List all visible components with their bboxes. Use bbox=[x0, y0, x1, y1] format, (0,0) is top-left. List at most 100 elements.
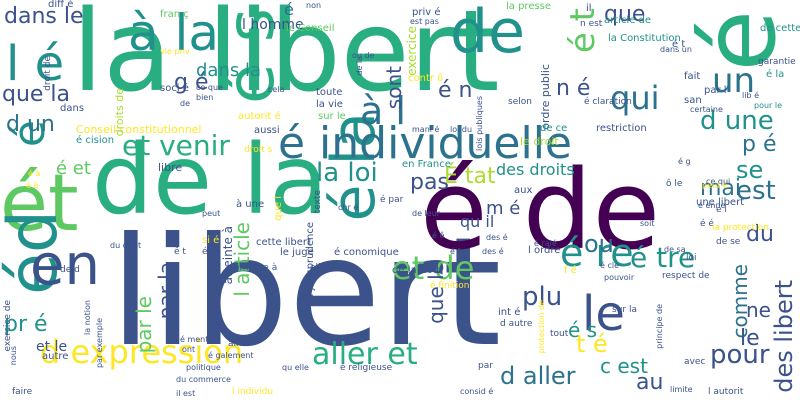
word: non bbox=[306, 1, 322, 10]
word: d aller bbox=[500, 362, 576, 390]
word: il bbox=[586, 3, 592, 14]
word: é l bbox=[716, 205, 727, 215]
word: é t bbox=[202, 247, 214, 257]
word: fait bbox=[684, 71, 701, 82]
word: loi bbox=[686, 253, 697, 263]
word: en France bbox=[402, 159, 451, 170]
word: exercice bbox=[405, 26, 419, 76]
word: est pas bbox=[410, 17, 439, 26]
word: sur le bbox=[318, 111, 346, 122]
word: de bbox=[450, 0, 525, 67]
word: peut bbox=[202, 209, 221, 218]
word: contr ô bbox=[408, 73, 444, 84]
word: du bbox=[746, 222, 774, 247]
word: l é bbox=[6, 36, 65, 92]
word: l individu bbox=[232, 387, 274, 397]
word: é ment bbox=[180, 335, 209, 344]
word: é cision bbox=[76, 135, 115, 146]
word: é finition bbox=[430, 281, 470, 291]
word: de se bbox=[716, 237, 741, 247]
word: principe de bbox=[655, 304, 664, 349]
word: par le bbox=[132, 296, 156, 354]
word: é s bbox=[568, 318, 598, 342]
word: que l bbox=[273, 196, 284, 221]
word: garantie bbox=[758, 57, 796, 67]
word: ont bbox=[182, 345, 196, 354]
word: article de bbox=[604, 15, 652, 26]
word: par bbox=[478, 361, 493, 371]
word: ne bbox=[746, 298, 771, 322]
word: pas bbox=[410, 170, 449, 195]
word: lib é bbox=[742, 91, 759, 100]
word: exercice de bbox=[3, 300, 13, 352]
word: nous bbox=[9, 346, 18, 366]
word: aussi bbox=[254, 125, 280, 136]
word: d expression bbox=[40, 333, 244, 371]
word: de la bbox=[355, 56, 364, 76]
word: que bbox=[604, 2, 646, 27]
word: é enne bbox=[698, 201, 726, 210]
word: é claration bbox=[584, 97, 632, 107]
word: n est bbox=[580, 19, 603, 29]
word: et le bbox=[36, 339, 68, 355]
word: à la bbox=[128, 4, 220, 62]
word: droits de bbox=[113, 88, 126, 137]
word: autorit é bbox=[238, 111, 281, 122]
word: de ce bbox=[540, 123, 568, 134]
word: san bbox=[684, 95, 702, 106]
word: se bbox=[736, 156, 764, 184]
word: é ralé bbox=[534, 239, 557, 248]
word: elle bbox=[310, 263, 327, 273]
word: id é bbox=[466, 333, 481, 342]
word: des é bbox=[486, 233, 508, 242]
word: de sa bbox=[664, 245, 686, 254]
word: é à bbox=[26, 181, 39, 190]
word: dans la bbox=[196, 60, 261, 81]
word: la notion bbox=[83, 300, 92, 335]
word: au bbox=[636, 370, 664, 395]
word: le droit bbox=[520, 135, 559, 148]
word: à l bbox=[360, 89, 406, 133]
word: en bbox=[30, 233, 100, 298]
word: é de bbox=[420, 146, 661, 274]
word: sont bbox=[382, 66, 406, 110]
word: ou de bbox=[352, 51, 375, 60]
word: c est bbox=[600, 354, 648, 378]
word: et venir bbox=[122, 129, 230, 162]
word: é religieuse bbox=[340, 363, 393, 373]
word: autre bbox=[42, 351, 69, 362]
word: du commerce bbox=[176, 375, 231, 384]
word: la libert bbox=[72, 0, 500, 117]
word: du droit bbox=[110, 241, 142, 250]
word: libre bbox=[158, 161, 183, 174]
word: ce que bbox=[196, 83, 223, 92]
word: é et bbox=[56, 158, 91, 179]
word: t é bbox=[576, 330, 608, 358]
word: p é bbox=[742, 132, 777, 157]
word: à une bbox=[236, 199, 265, 210]
word: respect de bbox=[662, 271, 710, 281]
word: é g bbox=[678, 157, 691, 166]
word: aller et bbox=[312, 337, 418, 372]
word: ô le bbox=[666, 179, 683, 189]
word: soit bbox=[640, 219, 655, 228]
word: texte bbox=[313, 190, 323, 214]
word: cela bbox=[268, 85, 285, 94]
word: é par bbox=[380, 195, 404, 205]
word: la loi bbox=[316, 158, 378, 188]
word: une libert bbox=[696, 197, 745, 208]
word: la vie bbox=[316, 99, 343, 110]
word: é la bbox=[766, 69, 785, 80]
word: é conomique bbox=[334, 247, 399, 258]
word: le bbox=[740, 326, 760, 351]
word: par exemple bbox=[95, 318, 104, 369]
word: par l bbox=[704, 85, 727, 96]
word: ainsi bbox=[228, 339, 249, 349]
word: si é bbox=[202, 235, 220, 246]
word: de bbox=[180, 99, 190, 108]
word: ce qui bbox=[706, 177, 731, 186]
word: É tat bbox=[444, 164, 496, 189]
word: l ordre bbox=[528, 245, 561, 256]
word: atteinte à bbox=[221, 226, 235, 285]
word: lois publiques bbox=[475, 96, 484, 151]
